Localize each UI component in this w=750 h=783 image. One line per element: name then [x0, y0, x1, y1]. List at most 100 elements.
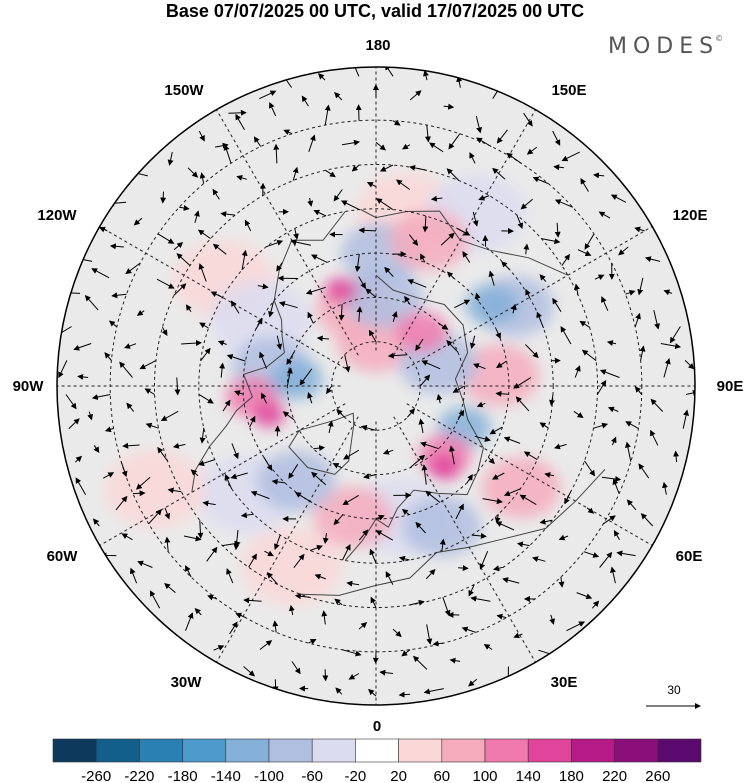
wind-vector — [235, 113, 245, 131]
wind-vector — [685, 389, 695, 396]
wind-vector — [326, 385, 333, 395]
wind-vector — [120, 461, 128, 478]
wind-vector — [392, 628, 402, 638]
lon-label-150e: 150E — [551, 82, 586, 99]
wind-vector — [523, 243, 530, 255]
wind-vector — [496, 613, 507, 620]
wind-vector — [333, 514, 344, 526]
meridian-line — [393, 416, 536, 663]
wind-vector — [65, 394, 77, 410]
wind-vector — [336, 409, 346, 418]
wind-vector — [243, 666, 255, 677]
wind-vector — [644, 256, 661, 263]
wind-vector — [382, 449, 394, 455]
wind-vector — [161, 327, 168, 336]
wind-vector — [108, 320, 118, 328]
map-border — [56, 66, 696, 706]
wind-vector — [321, 610, 328, 625]
wind-vector — [136, 309, 145, 316]
wind-vector — [618, 246, 629, 256]
wind-vector — [493, 565, 504, 572]
meridian-line — [406, 226, 653, 369]
wind-vector — [266, 572, 279, 585]
wind-vector — [207, 594, 218, 601]
wind-vector — [387, 352, 408, 359]
colorbar-tick-label: -180 — [168, 768, 198, 783]
map-title: Base 07/07/2025 00 UTC, valid 17/07/2025… — [165, 1, 585, 21]
wind-vector — [261, 392, 268, 404]
wind-vector — [418, 418, 425, 434]
wind-vector — [197, 229, 211, 240]
colorbar-swatch — [268, 738, 313, 763]
wind-vector — [650, 398, 664, 412]
wind-vector — [194, 607, 202, 616]
wind-vector — [616, 550, 636, 557]
wind-vector — [271, 478, 286, 485]
wind-vector — [257, 283, 269, 290]
meridian-line — [216, 416, 359, 663]
wind-vector — [428, 142, 444, 153]
wind-vector — [398, 555, 410, 562]
wind-vector — [577, 249, 592, 256]
wind-vector — [198, 263, 207, 282]
wind-vector — [164, 536, 171, 552]
wind-vector — [409, 599, 425, 606]
colorbar-swatch — [182, 738, 227, 763]
wind-vector — [288, 464, 299, 480]
wind-vector — [489, 426, 503, 435]
wind-vector — [226, 568, 234, 584]
wind-vector — [322, 669, 329, 682]
wind-vector — [307, 311, 314, 324]
wind-vector — [236, 175, 248, 181]
wind-vector — [240, 512, 254, 519]
wind-vector — [469, 335, 476, 349]
wind-vector — [334, 598, 343, 606]
wind-vector — [58, 360, 68, 379]
wind-vector — [586, 507, 595, 514]
wind-vector — [213, 645, 225, 651]
wind-vector — [111, 292, 127, 299]
colorbar-tick-label: -220 — [124, 768, 154, 783]
wind-vector — [401, 508, 410, 516]
wind-vector — [471, 532, 487, 539]
anomaly-blob — [256, 450, 336, 512]
wind-vector — [235, 612, 246, 619]
coastline — [300, 468, 606, 596]
wind-vector — [409, 454, 426, 469]
wind-vector — [634, 226, 645, 233]
wind-vector — [593, 172, 605, 179]
wind-vector — [415, 521, 426, 534]
wind-vector — [408, 234, 419, 246]
wind-vector — [415, 338, 424, 352]
wind-vector — [379, 164, 394, 172]
lon-label-30e: 30E — [551, 674, 578, 691]
wind-vector — [502, 577, 520, 584]
wind-vector — [532, 556, 546, 563]
wind-vector — [423, 70, 429, 81]
wind-vector — [167, 151, 174, 166]
lon-label-60w: 60W — [47, 548, 79, 565]
wind-vector — [198, 393, 214, 404]
wind-vector — [222, 399, 231, 412]
wind-vector — [243, 597, 262, 604]
wind-vector — [596, 379, 607, 395]
anomaly-blob — [252, 401, 286, 428]
wind-vector — [401, 649, 411, 657]
wind-vector — [554, 222, 561, 238]
wind-vector — [346, 580, 360, 587]
wind-vector — [673, 450, 680, 463]
wind-vector — [334, 91, 343, 101]
wind-vector — [109, 243, 124, 250]
wind-vector — [561, 253, 570, 266]
wind-vector — [510, 303, 517, 314]
wind-vector — [220, 211, 236, 218]
wind-vector — [483, 643, 493, 650]
wind-vector — [157, 233, 175, 244]
latitude-circle — [198, 208, 554, 564]
wind-vector — [448, 133, 461, 150]
wind-vector — [579, 320, 590, 328]
wind-vector — [291, 661, 301, 675]
wind-vector — [307, 392, 313, 404]
wind-vector — [358, 529, 369, 541]
wind-vector — [157, 446, 168, 462]
